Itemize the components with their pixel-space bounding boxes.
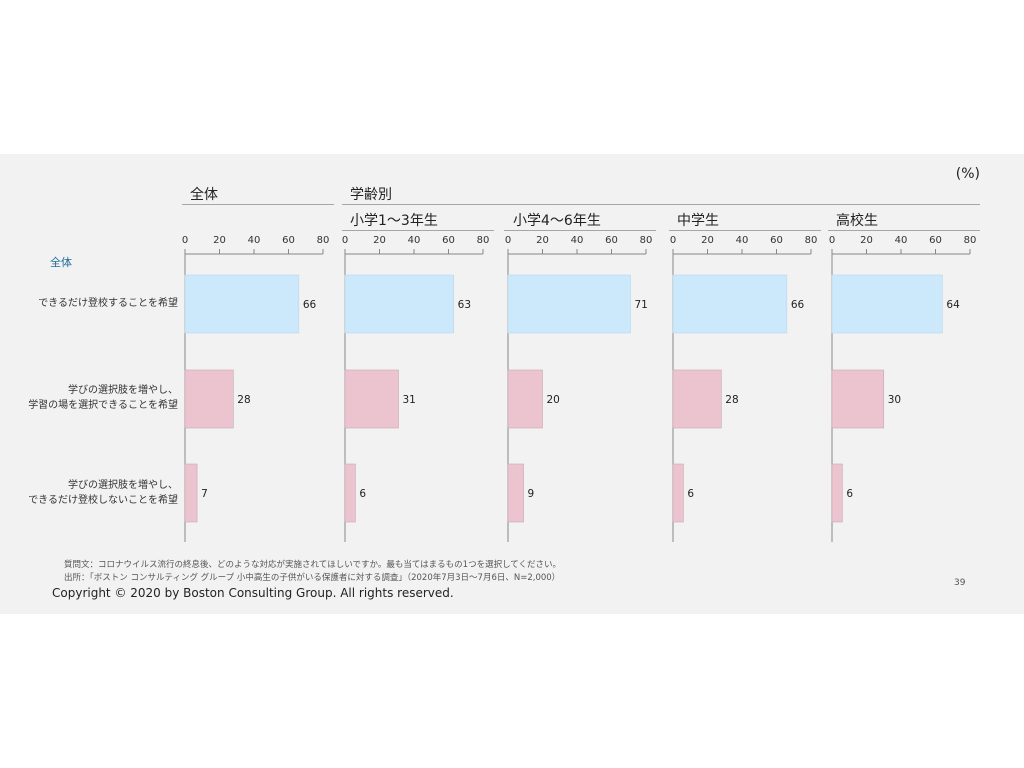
bar: [831, 369, 885, 429]
tick-label: 80: [317, 235, 330, 246]
panel-title-grade4-6: 小学4〜6年生: [513, 213, 601, 229]
tick-label: 0: [182, 235, 188, 246]
tick-label: 80: [640, 235, 653, 246]
bar: [507, 463, 524, 523]
category-label-1: できるだけ登校することを希望: [38, 298, 178, 309]
bar: [507, 369, 543, 429]
tick-label: 40: [408, 235, 421, 246]
tick-label: 0: [342, 235, 348, 246]
data-label: 6: [359, 488, 366, 500]
data-label: 6: [687, 488, 694, 500]
page-number: 39: [954, 578, 966, 588]
tick-label: 40: [736, 235, 749, 246]
copyright: Copyright © 2020 by Boston Consulting Gr…: [52, 586, 454, 600]
data-label: 64: [946, 299, 960, 311]
bar: [831, 463, 843, 523]
bar: [672, 274, 788, 334]
data-label: 66: [303, 299, 317, 311]
panel-title-junior-high: 中学生: [677, 213, 719, 229]
unit-label: (%): [955, 166, 980, 182]
data-label: 28: [237, 394, 250, 406]
tick-label: 60: [282, 235, 295, 246]
panel-rule-3: [669, 230, 821, 231]
footnote-source: 出所：「ボストン コンサルティング グループ 小中高生の子供がいる保護者に対する…: [64, 573, 561, 583]
slide: (%) 全体 学齢別 小学1〜3年生 小学4〜6年生 中学生 高校生 全体 でき…: [0, 154, 1024, 614]
tick-label: 80: [964, 235, 977, 246]
data-label: 7: [201, 488, 208, 500]
tick-label: 40: [895, 235, 908, 246]
tick-label: 60: [929, 235, 942, 246]
panel-rule-2: [504, 230, 656, 231]
bar: [184, 274, 300, 334]
bar: [507, 274, 631, 334]
tick-label: 60: [605, 235, 618, 246]
data-label: 66: [791, 299, 805, 311]
tick-label: 20: [213, 235, 226, 246]
category-label-3: 学びの選択肢を増やし、 できるだけ登校しないことを希望: [28, 480, 178, 506]
data-label: 71: [634, 299, 647, 311]
data-label: 9: [528, 488, 535, 500]
panel-rule-1: [342, 230, 494, 231]
data-label: 28: [725, 394, 738, 406]
panel-title-high-school: 高校生: [836, 213, 878, 229]
bar: [184, 463, 198, 523]
row-group-label: 全体: [50, 256, 72, 269]
bar: [831, 274, 943, 334]
bar: [344, 463, 356, 523]
tick-label: 80: [805, 235, 818, 246]
tick-label: 20: [536, 235, 549, 246]
data-label: 31: [402, 394, 415, 406]
tick-label: 0: [829, 235, 835, 246]
tick-label: 40: [248, 235, 261, 246]
tick-label: 20: [373, 235, 386, 246]
overall-header: 全体: [190, 187, 218, 203]
tick-label: 0: [505, 235, 511, 246]
grade-header: 学齢別: [350, 187, 392, 203]
data-label: 63: [458, 299, 471, 311]
bar: [344, 274, 454, 334]
tick-label: 40: [571, 235, 584, 246]
tick-label: 60: [442, 235, 455, 246]
bar: [184, 369, 234, 429]
data-label: 30: [888, 394, 901, 406]
grade-header-rule: [342, 204, 980, 205]
tick-label: 0: [670, 235, 676, 246]
bar: [672, 463, 684, 523]
tick-label: 20: [860, 235, 873, 246]
data-label: 20: [547, 394, 560, 406]
tick-label: 80: [477, 235, 490, 246]
panel-rule-4: [828, 230, 980, 231]
footnote-question: 質問文：コロナウイルス流行の終息後、どのような対応が実施されてほしいですか。最も…: [64, 560, 562, 570]
tick-label: 60: [770, 235, 783, 246]
category-label-2: 学びの選択肢を増やし、 学習の場を選択できることを希望: [28, 385, 178, 411]
overall-header-rule: [182, 204, 334, 205]
panel-title-grade1-3: 小学1〜3年生: [350, 213, 438, 229]
data-label: 6: [846, 488, 853, 500]
tick-label: 20: [701, 235, 714, 246]
bar: [672, 369, 722, 429]
bar: [344, 369, 399, 429]
